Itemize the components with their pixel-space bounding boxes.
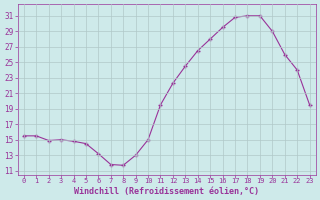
X-axis label: Windchill (Refroidissement éolien,°C): Windchill (Refroidissement éolien,°C) (74, 187, 259, 196)
